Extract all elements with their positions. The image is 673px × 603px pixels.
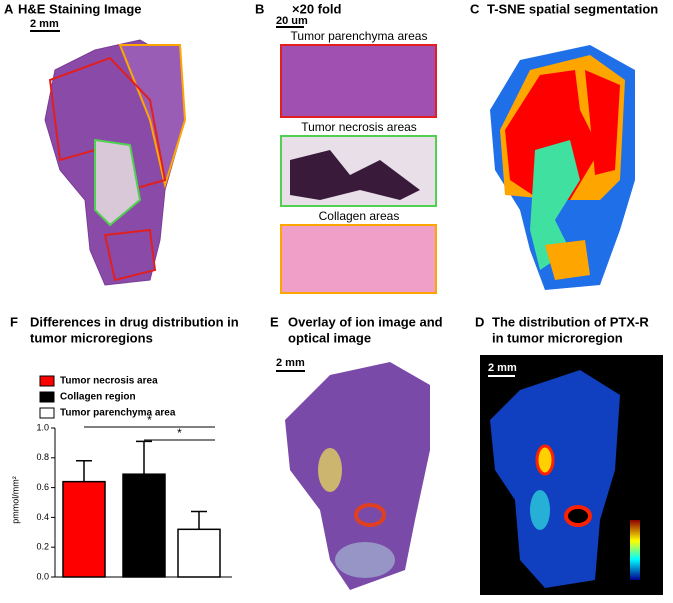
micro-image: [280, 44, 437, 118]
error-bar: [76, 460, 92, 482]
micro-image: [280, 224, 437, 294]
y-tick-label: 0.0: [36, 571, 49, 581]
micro-texture: [290, 150, 420, 200]
image-caption: Collagen areas: [319, 209, 400, 223]
y-tick-label: 0.8: [36, 452, 49, 462]
image-caption: Tumor necrosis areas: [301, 120, 417, 134]
chart-title: Differences in drug distribution in: [30, 314, 239, 329]
significance-label: *: [147, 413, 152, 427]
overlay-image: [285, 362, 430, 590]
significance-label: *: [177, 426, 182, 440]
panel-letter: B: [255, 1, 264, 16]
chart-title: tumor microregions: [30, 330, 153, 345]
panel-title: Overlay of ion image and: [288, 314, 443, 329]
panel-title: T-SNE spatial segmentation: [487, 1, 658, 16]
legend-label: Tumor necrosis area: [60, 376, 158, 387]
panel-title: ×20 fold: [292, 1, 342, 16]
panel-letter: E: [270, 314, 279, 329]
bar: [62, 480, 106, 578]
y-tick-label: 0.6: [36, 482, 49, 492]
scale-label: 2 mm: [276, 357, 305, 369]
colorbar: [630, 520, 640, 580]
panel-title: H&E Staining Image: [18, 1, 142, 16]
panel-letter: F: [10, 314, 18, 329]
y-tick-label: 1.0: [36, 422, 49, 432]
scale-label: 2 mm: [30, 18, 59, 30]
legend-swatch: [39, 407, 55, 419]
panel-title: in tumor microregion: [492, 330, 623, 345]
legend-label: Collagen region: [60, 392, 136, 403]
legend-swatch: [39, 391, 55, 403]
y-axis-label: pmmol/mm²: [10, 476, 20, 524]
panel-letter: D: [475, 314, 484, 329]
panel-title: The distribution of PTX-R: [492, 314, 649, 329]
bar: [177, 528, 221, 578]
bar: [122, 473, 166, 578]
panel-title: optical image: [288, 330, 371, 345]
y-tick-label: 0.4: [36, 512, 49, 522]
error-bar: [191, 510, 207, 530]
error-bar: [136, 440, 152, 475]
panel-letter: C: [470, 1, 480, 16]
scale-label: 2 mm: [488, 362, 517, 374]
ion-distribution: [490, 370, 620, 588]
image-caption: Tumor parenchyma areas: [291, 29, 428, 43]
legend-label: Tumor parenchyma area: [60, 408, 176, 419]
scale-label: 20 um: [276, 15, 308, 27]
legend-swatch: [39, 375, 55, 387]
y-tick-label: 0.2: [36, 542, 49, 552]
panel-letter: A: [4, 1, 14, 16]
he-image: [44, 39, 187, 286]
segmentation-image: [490, 45, 635, 290]
